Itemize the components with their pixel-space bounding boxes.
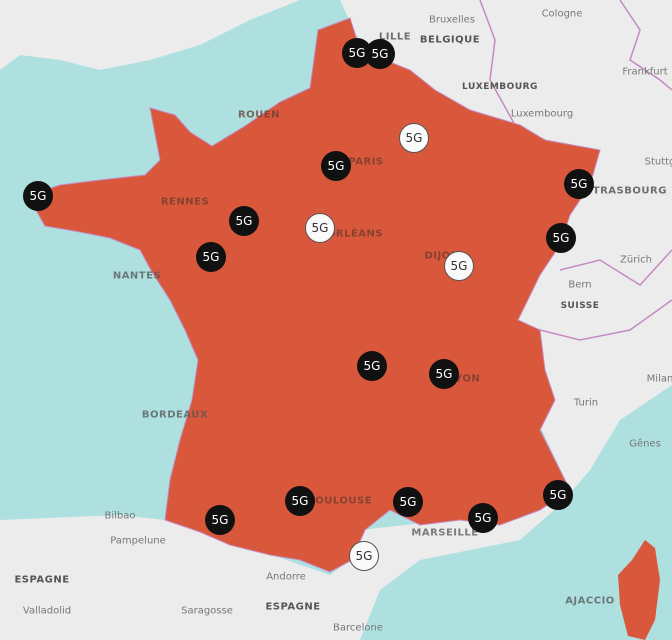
- france-coverage: [27, 17, 601, 573]
- label-genes: Gênes: [629, 438, 661, 450]
- label-rouen: ROUEN: [237, 109, 281, 121]
- label-cologne: Cologne: [541, 8, 583, 20]
- 5g-marker[interactable]: 5G: [196, 242, 226, 272]
- 5g-marker[interactable]: 5G: [205, 505, 235, 535]
- label-espagne: ESPAGNE: [265, 601, 321, 613]
- 5g-marker[interactable]: 5G: [468, 503, 498, 533]
- label-espagne-west: ESPAGNE: [14, 574, 70, 586]
- borders: [479, 0, 672, 341]
- 5g-marker[interactable]: 5G: [543, 480, 573, 510]
- label-turin: Turin: [573, 397, 599, 409]
- 5g-marker[interactable]: 5G: [564, 169, 594, 199]
- label-bordeaux: BORDEAUX: [141, 409, 209, 421]
- label-luxembourg-country: LUXEMBOURG: [462, 82, 538, 92]
- corsica-coverage: [618, 540, 660, 640]
- 5g-marker[interactable]: 5G: [393, 487, 423, 517]
- label-pampelune: Pampelune: [110, 535, 166, 547]
- label-lille: LILLE: [378, 31, 412, 43]
- label-saragosse: Saragosse: [181, 605, 233, 617]
- label-andorre: Andorre: [266, 571, 306, 583]
- label-orleans: ORLÉANS: [326, 228, 384, 240]
- label-belgique: BELGIQUE: [419, 34, 481, 46]
- label-rennes: RENNES: [160, 196, 210, 208]
- 5g-marker[interactable]: 5G: [357, 351, 387, 381]
- label-stuttgart: Stuttg: [644, 156, 672, 168]
- 5g-marker[interactable]: 5G: [321, 151, 351, 181]
- label-toulouse: TOULOUSE: [307, 495, 373, 507]
- label-valladolid: Valladolid: [22, 605, 72, 617]
- 5g-marker[interactable]: 5G: [399, 123, 429, 153]
- label-luxembourg-city: Luxembourg: [510, 108, 574, 120]
- label-frankfurt: Frankfurt: [622, 66, 668, 78]
- label-bilbao: Bilbao: [104, 510, 136, 522]
- label-suisse: SUISSE: [560, 301, 600, 311]
- 5g-marker[interactable]: 5G: [349, 541, 379, 571]
- land-uk: [0, 0, 300, 70]
- 5g-marker[interactable]: 5G: [285, 486, 315, 516]
- 5g-marker[interactable]: 5G: [429, 359, 459, 389]
- 5g-marker[interactable]: 5G: [229, 206, 259, 236]
- label-paris: PARIS: [348, 156, 384, 168]
- label-dijon: DIJON: [424, 250, 460, 262]
- label-lyon: LYON: [449, 373, 481, 385]
- 5g-marker[interactable]: 5G: [23, 181, 53, 211]
- label-nantes: NANTES: [112, 270, 162, 282]
- label-strasbourg: STRASBOURG: [585, 185, 667, 197]
- label-milan: Milan: [646, 373, 672, 385]
- 5g-marker[interactable]: 5G: [365, 39, 395, 69]
- label-bern: Bern: [568, 279, 592, 291]
- label-zurich: Zürich: [620, 254, 652, 266]
- 5g-marker[interactable]: 5G: [444, 251, 474, 281]
- label-barcelone: Barcelone: [333, 622, 383, 634]
- label-marseille: MARSEILLE: [411, 527, 479, 539]
- label-bruxelles: Bruxelles: [429, 14, 475, 26]
- label-ajaccio: AJACCIO: [565, 595, 615, 607]
- 5g-marker[interactable]: 5G: [546, 223, 576, 253]
- 5g-marker[interactable]: 5G: [305, 213, 335, 243]
